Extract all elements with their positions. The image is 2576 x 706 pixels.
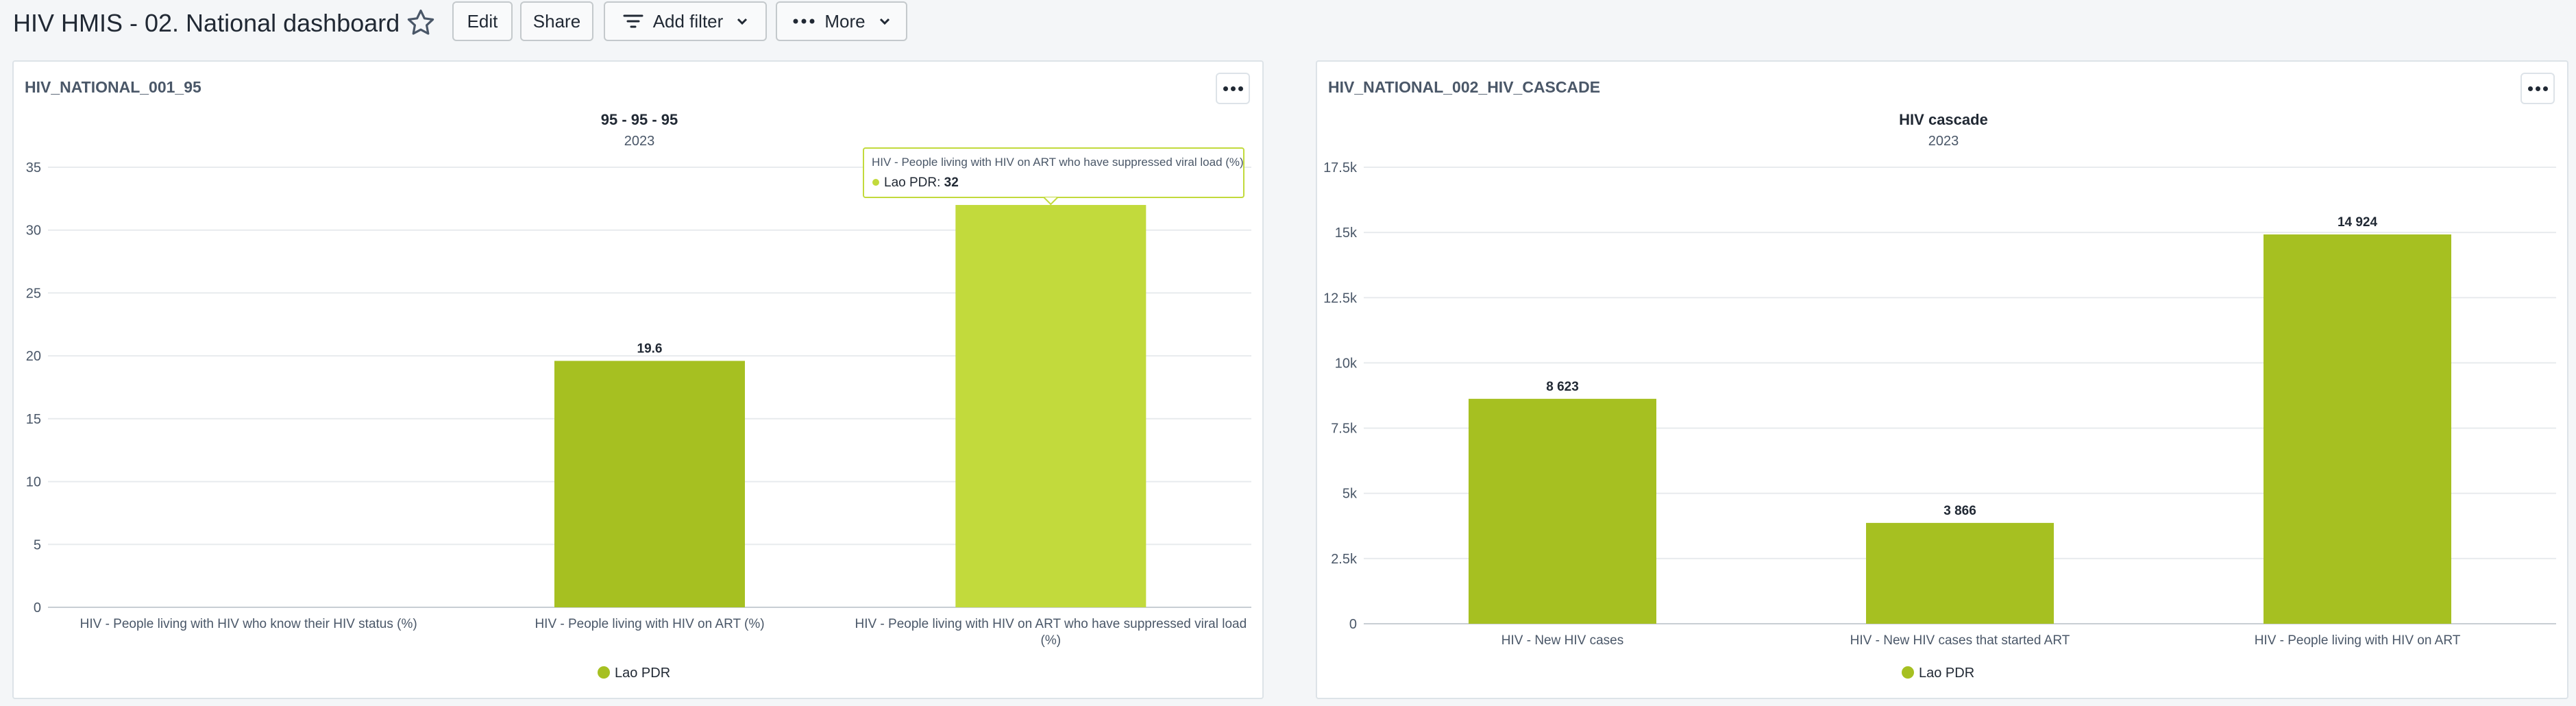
share-button[interactable]: Share (520, 1, 593, 41)
legend-marker (1902, 666, 1914, 679)
dashboard-item-card: HIV_NATIONAL_001_95 95 - 95 - 95 2023 0 5 10… (12, 60, 1264, 699)
x-category-label: HIV - People living with HIV on ART (%) (535, 617, 764, 631)
y-tick-label: 2.5k (1331, 552, 1358, 567)
share-button-label: Share (532, 10, 581, 32)
card-menu-button[interactable] (1216, 73, 1250, 104)
more-button-label: More (824, 10, 866, 32)
tooltip-marker (872, 179, 879, 186)
tooltip-value-line: Lao PDR: 32 (884, 175, 959, 190)
dashboard-item-card: HIV_NATIONAL_002_HIV_CASCADE HIV cascade… (1316, 60, 2568, 699)
chart-title: 95 - 95 - 95 (601, 111, 678, 128)
filter-icon (623, 13, 643, 29)
y-tick-label: 15 (26, 412, 41, 427)
data-label: 14 924 (2338, 215, 2378, 230)
y-tick-label: 12.5k (1323, 291, 1358, 306)
legend-label: Lao PDR (615, 666, 670, 681)
add-filter-button[interactable]: Add filter (604, 1, 767, 41)
add-filter-button-label: Add filter (652, 10, 724, 32)
chart-subtitle: 2023 (1928, 134, 1959, 149)
card-menu-button[interactable] (2520, 73, 2555, 104)
edit-button[interactable]: Edit (452, 1, 513, 41)
bar (955, 205, 1146, 607)
x-category-label: HIV - People living with HIV on ART (2255, 633, 2461, 648)
legend-marker (598, 666, 610, 679)
card-title: HIV_NATIONAL_002_HIV_CASCADE (1328, 78, 1601, 96)
y-tick-label: 5 (34, 537, 41, 552)
dashboard-header: HIV HMIS - 02. National dashboard Edit S… (0, 0, 2576, 58)
y-tick-label: 10 (26, 475, 41, 490)
bar (554, 361, 745, 607)
chart-subtitle: 2023 (624, 134, 655, 149)
bar-chart[interactable]: 95 - 95 - 95 2023 0 5 10 15 20 25 30 35 HIV - Peop… (14, 62, 1265, 701)
y-tick-label: 7.5k (1331, 422, 1358, 437)
y-tick-label: 30 (26, 223, 41, 239)
dashboard-title: HIV HMIS - 02. National dashboard (13, 9, 400, 37)
tooltip: HIV - People living with HIV on ART who … (863, 147, 1244, 206)
y-tick-label: 10k (1335, 356, 1358, 371)
edit-button-label: Edit (467, 10, 498, 32)
bar (1866, 522, 2054, 624)
card-title: HIV_NATIONAL_001_95 (25, 78, 201, 96)
star-icon[interactable] (404, 7, 437, 40)
y-tick-label: 35 (26, 160, 41, 175)
bar (1469, 398, 1656, 624)
data-label: 19.6 (637, 341, 663, 356)
y-tick-label: 5k (1342, 487, 1358, 502)
legend-label: Lao PDR (1919, 666, 1974, 681)
more-dots-icon (793, 19, 815, 24)
bar (2264, 234, 2451, 624)
data-label: 3 866 (1943, 504, 1976, 518)
chevron-down-icon (737, 17, 748, 25)
x-category-label: HIV - New HIV cases that started ART (1850, 633, 2070, 648)
chart-title: HIV cascade (1899, 111, 1988, 128)
more-button[interactable]: More (776, 1, 907, 41)
x-category-label: HIV - People living with HIV on ART who … (855, 617, 1247, 648)
x-category-label: HIV - People living with HIV who know th… (80, 617, 417, 631)
y-tick-label: 0 (34, 600, 41, 616)
y-tick-label: 17.5k (1323, 160, 1358, 175)
tooltip-title: HIV - People living with HIV on ART who … (872, 156, 1244, 169)
y-tick-label: 25 (26, 286, 41, 301)
tooltip-arrow (1043, 197, 1059, 206)
legend: Lao PDR (598, 666, 670, 681)
y-tick-label: 20 (26, 349, 41, 364)
data-label: 8 623 (1546, 380, 1579, 394)
y-tick-label: 0 (1349, 617, 1357, 632)
y-tick-label: 15k (1335, 226, 1358, 241)
legend: Lao PDR (1902, 666, 1974, 681)
x-category-label: HIV - New HIV cases (1501, 633, 1623, 648)
bar-chart[interactable]: HIV cascade 2023 0 2.5k 5k 7.5k 10k 12.5k 15k 17.… (1317, 62, 2570, 701)
chevron-down-icon (879, 17, 890, 25)
